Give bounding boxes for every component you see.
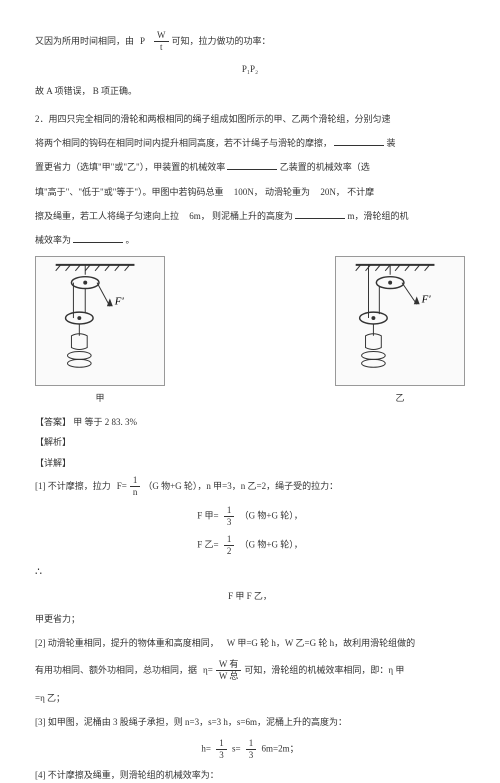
numerator: W — [154, 30, 169, 42]
text: 又因为所用时间相同，由 — [35, 33, 134, 49]
step2-prefix: [2] 动滑轮重相同，提升的物体重和高度相同， — [35, 635, 219, 651]
den: 3 — [216, 750, 227, 761]
blank-1 — [334, 136, 384, 146]
q2-line6: 械效率为 — [35, 235, 71, 245]
text: 则泥桶上升的高度为 — [212, 211, 293, 221]
conclusion-ab: 故 A 项错误， B 项正确。 — [35, 83, 465, 99]
pulley-diagram-left: F' — [36, 257, 164, 385]
num: 1 — [216, 738, 227, 750]
q2-line5: 擦及绳重，若工人将绳子匀速向上拉 — [35, 211, 179, 221]
rhs: 6m=2m； — [262, 743, 299, 753]
num: 1 — [224, 505, 235, 517]
num: W 有 — [216, 659, 242, 671]
frac-13b: 1 3 — [246, 738, 257, 761]
den: n — [130, 487, 141, 498]
p1p2-formula: P₁P₂ — [35, 61, 465, 77]
text: m，滑轮组的机 — [348, 211, 409, 221]
s-eq: s= — [232, 743, 241, 753]
question-2: 2．用四只完全相同的滑轮和两根相同的绳子组成如图所示的甲、乙两个滑轮组，分别匀速 — [35, 111, 465, 127]
den: 3 — [246, 750, 257, 761]
q2-line1: 2．用四只完全相同的滑轮和两根相同的绳子组成如图所示的甲、乙两个滑轮组，分别匀速 — [35, 114, 391, 124]
num: 1 — [224, 534, 235, 546]
text: 装 — [387, 138, 396, 148]
answer-text: 甲 等于 2 83. 3% — [73, 417, 137, 427]
q2-line5-wrap: 擦及绳重，若工人将绳子匀速向上拉 6m， 则泥桶上升的高度为 m，滑轮组的机 — [35, 208, 465, 224]
step3-formula: h= 1 3 s= 1 3 6m=2m； — [35, 738, 465, 761]
lhs: F 甲= — [197, 511, 218, 521]
formula-f-yi: F 乙= 1 2 （G 物+G 轮）， — [35, 534, 465, 557]
force-label: F' — [114, 295, 125, 307]
step2-text2: 有用功相同、额外功相同，总功相同，据 — [35, 662, 197, 678]
blank-4 — [73, 233, 123, 243]
fraction-wt: W t — [154, 30, 169, 53]
blank-3 — [295, 209, 345, 219]
text: 动滑轮重为 — [265, 187, 310, 197]
answer-label: 【答案】 — [35, 417, 71, 427]
step3-text: [3] 如甲图，泥桶由 3 股绳子承担，则 n=3，s=3 h，s=6m，泥桶上… — [35, 714, 465, 730]
num: 1 — [130, 475, 141, 487]
blank-2 — [227, 160, 277, 170]
formula-f-jia: F 甲= 1 3 （G 物+G 轮）， — [35, 505, 465, 528]
text: 可知，拉力做功的功率： — [172, 33, 271, 49]
frac-12: 1 2 — [224, 534, 235, 557]
therefore-symbol: ∴ — [35, 563, 465, 583]
val-6m: 6m， — [189, 211, 210, 221]
text: 乙装置的机械效率（选 — [280, 162, 370, 172]
frac-1n: 1 n — [130, 475, 141, 498]
eta: η= — [203, 662, 213, 678]
pulley-diagram-right: F' — [336, 257, 464, 385]
step2-eta3: =η 乙； — [35, 690, 465, 706]
den: 2 — [224, 546, 235, 557]
figure-row: F' 甲 — [35, 256, 465, 406]
xiangji-label: 【详解】 — [35, 455, 465, 471]
q2-line2-wrap: 将两个相同的钩码在相同时间内提升相同高度，若不计绳子与滑轮的摩擦， 装 — [35, 135, 465, 151]
step1-line: [1] 不计摩擦，拉力 F= 1 n （G 物+G 轮），n 甲=3，n 乙=2… — [35, 475, 465, 498]
text: 不计摩 — [347, 187, 374, 197]
q2-line3: 置更省力（选填"甲"或"乙"），甲装置的机械效率 — [35, 162, 225, 172]
q2-line3-wrap: 置更省力（选填"甲"或"乙"），甲装置的机械效率 乙装置的机械效率（选 — [35, 159, 465, 175]
force-label-r: F' — [421, 293, 432, 305]
val-20n: 20N， — [320, 187, 345, 197]
fig-label-left: 甲 — [35, 390, 165, 406]
var-P: P — [140, 33, 145, 49]
step2-w: W 甲=G 轮 h，W 乙=G 轮 h， — [227, 635, 343, 651]
q2-line2: 将两个相同的钩码在相同时间内提升相同高度，若不计绳子与滑轮的摩擦， — [35, 138, 332, 148]
figure-right-wrap: F' 乙 — [335, 256, 465, 406]
eta2: η 甲 — [388, 662, 404, 678]
step4-text: [4] 不计摩擦及绳重，则滑轮组的机械效率为： — [35, 767, 465, 783]
q2-line4: 填"高于"、"低于"或"等于"）。甲图中若钩码总重 — [35, 187, 224, 197]
num: 1 — [246, 738, 257, 750]
step1-conclusion: 甲更省力； — [35, 611, 465, 627]
step1-mid: （G 物+G 轮），n 甲=3，n 乙=2，绳子受的拉力： — [143, 478, 338, 494]
den: 3 — [224, 517, 235, 528]
step1-prefix: [1] 不计摩擦，拉力 — [35, 478, 111, 494]
figure-left: F' — [35, 256, 165, 386]
frac-eta: W 有 W 总 — [216, 659, 242, 682]
rhs: （G 物+G 轮）， — [240, 539, 303, 549]
denominator: t — [157, 42, 166, 53]
q2-line4-wrap: 填"高于"、"低于"或"等于"）。甲图中若钩码总重 100N， 动滑轮重为 20… — [35, 184, 465, 200]
q2-line6-wrap: 械效率为 。 — [35, 232, 465, 248]
text: 。 — [126, 235, 135, 245]
step2-text3: 可知，滑轮组的机械效率相同，即： — [244, 662, 388, 678]
formula-compare: F 甲 F 乙， — [35, 588, 465, 604]
step1-F: F= — [117, 478, 127, 494]
rhs: （G 物+G 轮）， — [240, 511, 303, 521]
h-eq: h= — [201, 743, 211, 753]
power-formula-line: 又因为所用时间相同，由 P W t 可知，拉力做功的功率： — [35, 30, 465, 53]
step2-line1: [2] 动滑轮重相同，提升的物体重和高度相同， W 甲=G 轮 h，W 乙=G … — [35, 635, 465, 651]
den: W 总 — [216, 671, 242, 682]
figure-right: F' — [335, 256, 465, 386]
step2-line2: 有用功相同、额外功相同，总功相同，据 η= W 有 W 总 可知，滑轮组的机械效… — [35, 659, 465, 682]
figure-left-wrap: F' 甲 — [35, 256, 165, 406]
frac-13a: 1 3 — [216, 738, 227, 761]
step2-mid: 故利用滑轮组做的 — [343, 635, 415, 651]
answer-block: 【答案】 甲 等于 2 83. 3% — [35, 414, 465, 430]
jiexi-label: 【解析】 — [35, 434, 465, 450]
fig-label-right: 乙 — [335, 390, 465, 406]
lhs: F 乙= — [197, 539, 218, 549]
frac-13: 1 3 — [224, 505, 235, 528]
val-100n: 100N， — [234, 187, 263, 197]
